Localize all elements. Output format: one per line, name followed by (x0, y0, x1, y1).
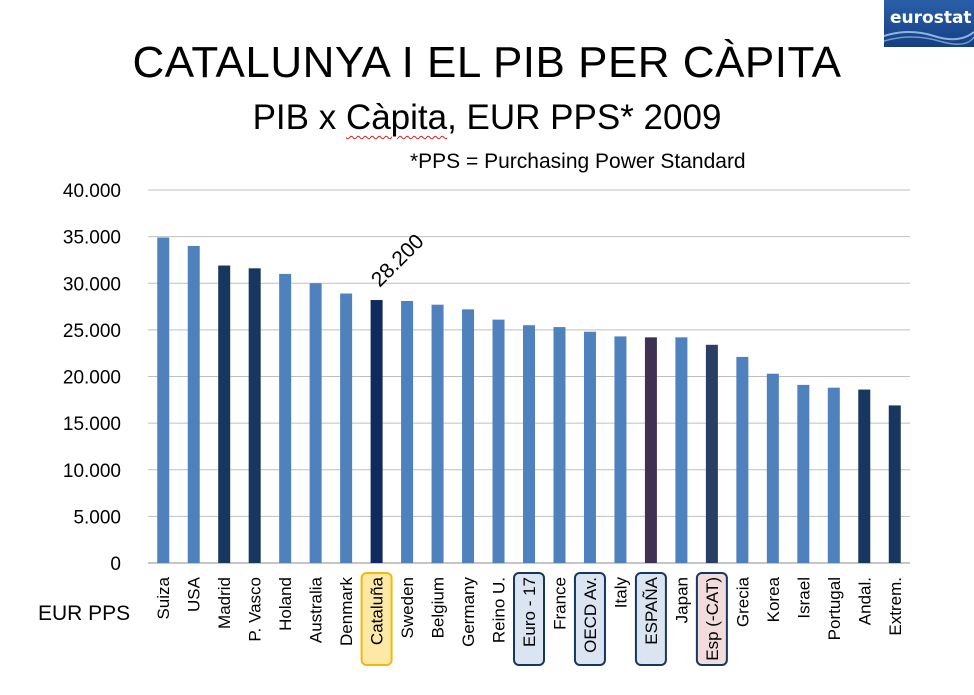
bar (279, 273, 292, 563)
y-tick-label: 35.000 (63, 228, 121, 249)
bar (370, 300, 383, 563)
bar (401, 300, 414, 563)
x-tick-label: Cataluña (368, 576, 387, 645)
slide-title: CATALUNYA I EL PIB PER CÀPITA (132, 38, 842, 87)
x-tick-label: France (550, 577, 569, 630)
x-tick-label: Grecia (733, 576, 752, 627)
bar (187, 245, 200, 563)
bar (583, 331, 596, 563)
y-tick-label: 0 (110, 554, 121, 575)
bar (309, 283, 322, 563)
bar (766, 373, 779, 563)
bar (340, 293, 353, 563)
bar (644, 337, 657, 563)
x-tick-label: Sweden (398, 577, 417, 638)
bar (614, 336, 627, 563)
x-tick-label: OECD Av. (581, 577, 600, 653)
y-tick-label: 20.000 (63, 368, 121, 389)
x-tick-label: Italy (611, 577, 630, 609)
bars (157, 237, 901, 563)
x-tick-label: Japan (672, 577, 691, 623)
bar (888, 405, 901, 563)
x-tick-label: Euro - 17 (520, 577, 539, 647)
bar (157, 237, 170, 563)
x-tick-label: Suiza (154, 576, 173, 619)
y-axis-ticks: 0 5.000 10.000 15.000 20.000 25.000 30.000 35.0… (63, 181, 121, 575)
bar (431, 304, 444, 563)
y-tick-label: 30.000 (63, 274, 121, 295)
x-tick-label: Reino U. (490, 577, 509, 643)
y-tick-label: 25.000 (63, 321, 121, 342)
bar (462, 309, 475, 563)
x-tick-label: Germany (459, 577, 478, 647)
eurostat-logo-swoosh-icon (884, 31, 974, 45)
bar (705, 344, 718, 563)
category-highlight-box (634, 572, 667, 666)
x-tick-label: Madrid (215, 577, 234, 629)
category-highlight-box (513, 572, 545, 666)
x-tick-label: Australia (307, 576, 326, 643)
subtitle-word: Càpita (345, 98, 448, 137)
x-tick-label: Portugal (825, 577, 844, 640)
category-highlight-boxes (360, 572, 728, 666)
x-tick-label: ESPAÑA (642, 576, 661, 644)
annotations: 28.200 (367, 230, 429, 292)
bar (827, 387, 840, 563)
pps-footnote: *PPS = Purchasing Power Standard (410, 150, 746, 173)
bar (675, 337, 688, 563)
eurostat-logo-text: eurostat (890, 8, 972, 28)
category-highlight-box (360, 572, 393, 666)
y-tick-label: 15.000 (63, 414, 121, 435)
x-tick-label: Korea (764, 576, 783, 622)
x-tick-label: Esp (-CAT) (703, 577, 722, 661)
x-axis-labels: Suiza USA Madrid P. Vasco Holand Australia Den… (154, 576, 905, 660)
y-unit-label: EUR PPS (38, 602, 130, 625)
category-highlight-box (695, 572, 728, 666)
bar (797, 384, 810, 563)
bar (858, 389, 871, 563)
x-tick-label: Belgium (429, 577, 448, 638)
bar (736, 356, 749, 563)
x-tick-label: Israel (794, 577, 813, 619)
eurostat-logo: eurostat (884, 0, 974, 47)
bar (523, 325, 535, 563)
y-tick-label: 5.000 (73, 507, 121, 528)
x-tick-label: Holand (276, 577, 295, 631)
subtitle-suffix: , EUR PPS* 2009 (447, 98, 722, 137)
bar (248, 268, 261, 563)
bar (553, 327, 566, 563)
x-tick-label: USA (185, 576, 204, 612)
subtitle-prefix: PIB x (252, 98, 346, 137)
x-tick-label: Denmark (337, 577, 356, 646)
slide-subtitle: PIB x Càpita, EUR PPS* 2009 (0, 98, 974, 138)
x-tick-label: P. Vasco (246, 577, 265, 642)
y-tick-label: 40.000 (63, 181, 121, 202)
bar (218, 265, 231, 563)
bar (492, 319, 505, 563)
category-highlight-box (573, 572, 606, 666)
x-tick-label: Extrem. (886, 577, 905, 636)
y-tick-label: 10.000 (63, 461, 121, 482)
x-tick-label: Andal. (855, 577, 874, 625)
data-label: 28.200 (367, 230, 429, 292)
